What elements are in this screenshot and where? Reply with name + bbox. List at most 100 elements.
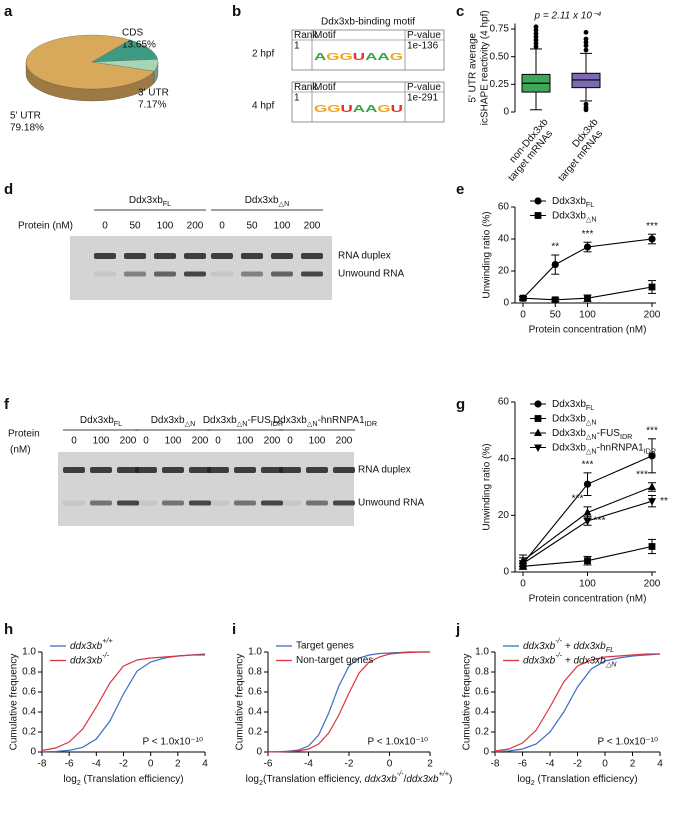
table-header: P-value <box>407 30 441 41</box>
y-tick-label: 20 <box>498 266 510 277</box>
lane-label: 50 <box>129 221 141 232</box>
gel-band <box>184 271 206 277</box>
x-axis-label: log2(Translation efficiency, ddx3xb-/-/d… <box>246 769 453 787</box>
y-tick-label: 0.4 <box>248 707 262 718</box>
rank: 1 <box>294 41 300 52</box>
lane-label: 0 <box>71 436 77 447</box>
text-segment: ddx3xb <box>523 641 556 652</box>
gel-band <box>124 271 146 277</box>
y-tick-label: 0.6 <box>248 687 262 698</box>
gel-band <box>162 500 184 506</box>
text-segment: 2 <box>77 778 81 787</box>
marker <box>519 294 527 302</box>
text-segment: (Translation efficiency) <box>81 774 184 785</box>
y-axis-label: icSHAPE reactivity (4 hpf) <box>480 10 491 125</box>
x-tick-label: -2 <box>345 759 354 770</box>
outlier <box>583 39 589 45</box>
x-tick-label: 100 <box>579 310 596 321</box>
marker <box>519 560 527 568</box>
text-segment: ddx3xb <box>406 774 439 785</box>
y-axis-label: Unwinding ratio (%) <box>482 211 493 298</box>
stage-label: 2 hpf <box>252 49 274 60</box>
category-label: non-Ddx3xbtarget mRNAs <box>498 116 559 183</box>
gel-band <box>162 467 184 473</box>
lane-label: 100 <box>237 436 254 447</box>
panel-label: e <box>456 181 464 198</box>
gel-band <box>333 467 355 473</box>
marker <box>648 543 656 550</box>
slice-value: 79.18% <box>10 123 44 134</box>
text-segment: log <box>246 774 259 785</box>
band-label: RNA duplex <box>338 251 391 262</box>
marker <box>551 261 559 269</box>
gel-image <box>58 452 354 526</box>
table-header: Motif <box>314 30 336 41</box>
series-line <box>494 653 660 752</box>
x-tick-label: -2 <box>119 759 128 770</box>
band-label: RNA duplex <box>358 465 411 476</box>
category-label: Ddx3xbtarget mRNAs <box>548 116 609 183</box>
gel-band <box>90 500 112 506</box>
band-label: Unwound RNA <box>358 498 424 509</box>
legend-label: Ddx3xb△N <box>552 413 597 427</box>
legend-label: Ddx3xbFL <box>552 399 594 413</box>
outlier <box>583 107 589 113</box>
gel-band <box>117 467 139 473</box>
stage-label: 4 hpf <box>252 101 274 112</box>
marker <box>534 212 542 219</box>
text-segment: -/- <box>555 636 562 645</box>
chart-title: p = 2.11 x 10⁻⁴ <box>534 11 602 22</box>
legend-label: Target genes <box>296 641 354 652</box>
text-segment: Ddx3xb <box>203 415 237 426</box>
panel-label: j <box>455 621 460 638</box>
x-tick-label: 2 <box>630 759 636 770</box>
y-tick-label: 0.25 <box>490 79 510 90</box>
gel-group-label: Ddx3xbFL <box>80 415 122 429</box>
legend-label: ddx3xb+/+ <box>70 636 113 651</box>
slice-value: 13.65% <box>122 40 156 51</box>
text-segment: +/+ <box>439 769 449 778</box>
y-tick-label: 0 <box>30 747 36 758</box>
x-tick-label: 2 <box>427 759 433 770</box>
x-axis-label: log2 (Translation efficiency) <box>517 774 637 788</box>
p-value: 1e-291 <box>407 93 439 104</box>
text-segment: Ddx3xb <box>552 442 586 453</box>
text-segment: -/- <box>102 651 109 660</box>
gel-band <box>207 467 229 473</box>
text-segment: IDR <box>365 419 377 428</box>
text-segment: + <box>562 641 573 652</box>
legend-label: Ddx3xb△N <box>552 210 597 224</box>
text-segment: IDR <box>644 447 656 456</box>
outlier <box>583 29 589 35</box>
y-tick-label: 1.0 <box>22 647 36 658</box>
x-tick-label: 0 <box>520 579 526 590</box>
y-tick-label: 1.0 <box>475 647 489 658</box>
y-tick-label: 0 <box>503 298 509 309</box>
text-segment: -/- <box>397 769 404 778</box>
gel-band <box>63 500 85 506</box>
y-tick-label: 0 <box>503 567 509 578</box>
gel-group-label: Ddx3xb△N-hnRNPA1IDR <box>273 415 377 429</box>
gel-band <box>63 467 85 473</box>
text-segment: 2 <box>259 778 263 787</box>
significance: ** <box>660 496 668 507</box>
y-tick-label: 0.2 <box>475 727 489 738</box>
text-segment: △N <box>605 660 618 669</box>
y-axis-label: 5' UTR average <box>468 32 479 102</box>
annotation: P < 1.0x10⁻¹⁰ <box>367 737 428 748</box>
gel-band <box>154 271 176 277</box>
protein-label: (nM) <box>10 445 31 456</box>
text-segment: +/+ <box>102 636 112 645</box>
table-header: Motif <box>314 82 336 93</box>
x-tick-label: -8 <box>491 759 500 770</box>
text-segment: △N <box>279 199 290 208</box>
gel-band <box>279 500 301 506</box>
text-segment: 2 <box>531 778 535 787</box>
outlier <box>583 36 589 42</box>
x-tick-label: 200 <box>644 310 661 321</box>
marker <box>583 518 592 526</box>
x-tick-label: -4 <box>304 759 313 770</box>
gel-band <box>271 253 293 259</box>
text-segment: FL <box>606 645 614 654</box>
